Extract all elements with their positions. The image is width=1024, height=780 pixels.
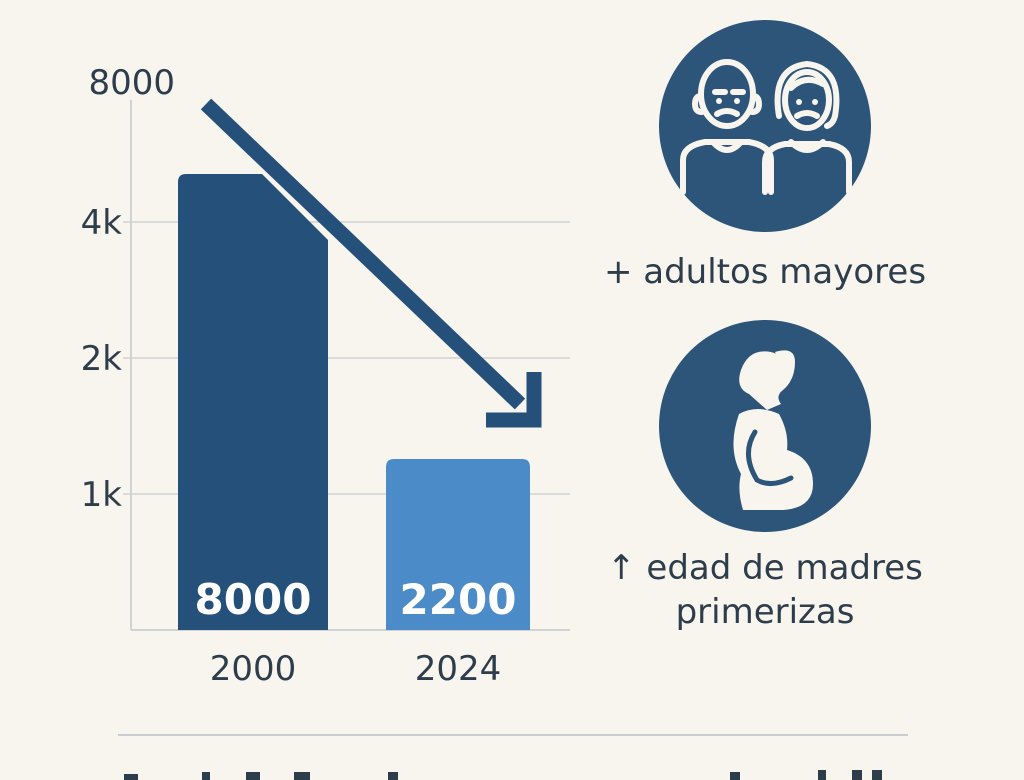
caption-elderly: + adultos mayores bbox=[603, 252, 927, 292]
footer-text-fragment bbox=[124, 770, 882, 780]
trend-arrow-shaft bbox=[200, 98, 526, 410]
elderly-couple-icon bbox=[659, 20, 871, 232]
bar-chart: 8000 4k 2k 1k 8000 2200 2000 2024 bbox=[81, 63, 570, 689]
category-label: 2024 bbox=[415, 649, 502, 689]
category-labels: 2000 2024 bbox=[210, 649, 502, 689]
trend-arrow-head bbox=[486, 372, 542, 428]
trend-arrow bbox=[200, 98, 542, 428]
side-panel: + adultos mayores ↑ edad de madres prime… bbox=[585, 20, 945, 634]
y-tick-labels: 8000 4k 2k 1k bbox=[81, 63, 175, 515]
y-tick-label: 2k bbox=[81, 339, 123, 379]
pregnant-woman-glyph bbox=[733, 350, 813, 510]
bar-2024 bbox=[386, 459, 530, 630]
bar-2000 bbox=[178, 174, 328, 630]
y-tick-label: 4k bbox=[81, 203, 123, 243]
bar-value-labels: 8000 2200 bbox=[195, 575, 517, 624]
bars bbox=[178, 174, 530, 630]
category-label: 2000 bbox=[210, 649, 297, 689]
y-tick-label: 8000 bbox=[88, 63, 175, 103]
bar-value-label: 8000 bbox=[195, 575, 312, 624]
caption-mothers: ↑ edad de madres primerizas bbox=[607, 548, 923, 632]
bar-value-label: 2200 bbox=[400, 575, 517, 624]
y-tick-label: 1k bbox=[81, 475, 123, 515]
divider bbox=[118, 734, 908, 736]
pregnant-woman-icon bbox=[659, 320, 871, 532]
elderly-couple-glyph bbox=[680, 59, 852, 195]
